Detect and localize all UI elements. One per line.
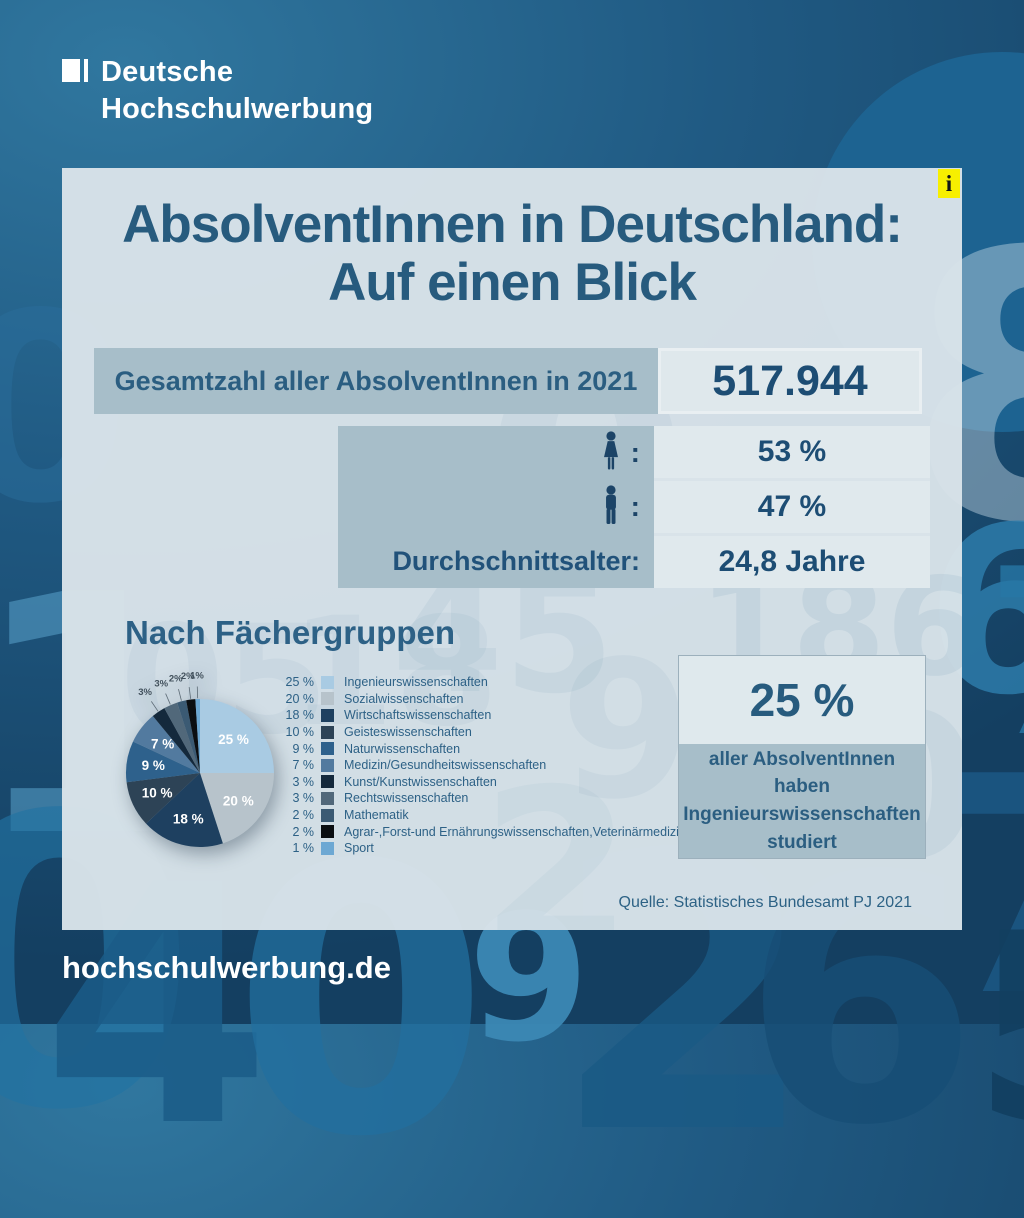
legend-percent: 9 % bbox=[280, 742, 314, 756]
pie-label-leader-line bbox=[178, 689, 181, 700]
legend-color-swatch bbox=[321, 759, 334, 772]
average-age-value: 24,8 Jahre bbox=[654, 533, 930, 588]
gender-age-table: : : Durchschnittsalter: 53 % 47 bbox=[338, 426, 930, 588]
pie-legend: 25 % Ingenieurswissenschaften 20 % Sozialwi… bbox=[280, 674, 686, 857]
website-link[interactable]: hochschulwerbung.de bbox=[62, 950, 391, 986]
pie-inside-label: 9 % bbox=[142, 758, 165, 773]
brand-name: Deutsche Hochschulwerbung bbox=[101, 54, 373, 128]
total-graduates-value: 517.944 bbox=[658, 348, 922, 414]
total-graduates-label: Gesamtzahl aller AbsolventInnen in 2021 bbox=[94, 348, 658, 414]
pie-label-leader-line bbox=[151, 701, 158, 711]
page-title: AbsolventInnen in Deutschland: Auf einen… bbox=[62, 196, 962, 313]
legend-label: Wirtschaftswissenschaften bbox=[344, 708, 491, 722]
table-row-male-label: : bbox=[338, 480, 654, 534]
legend-label: Ingenieurswissenschaften bbox=[344, 675, 488, 689]
legend-percent: 3 % bbox=[280, 775, 314, 789]
legend-row: 7 % Medizin/Gesundheitswissenschaften bbox=[280, 757, 686, 774]
highlight-box: 25 % aller AbsolventInnen haben Ingenieu… bbox=[678, 655, 926, 859]
pie-label-leader-line bbox=[189, 687, 190, 699]
legend-color-swatch bbox=[321, 825, 334, 838]
legend-percent: 18 % bbox=[280, 708, 314, 722]
legend-label: Sozialwissenschaften bbox=[344, 692, 464, 706]
subject-groups-pie-chart: 25 %20 %18 %10 %9 %7 %3%3%2%2%1% bbox=[90, 658, 310, 878]
brand-logo: Deutsche Hochschulwerbung bbox=[62, 54, 373, 128]
legend-color-swatch bbox=[321, 726, 334, 739]
male-colon: : bbox=[631, 491, 640, 523]
legend-label: Geisteswissenschaften bbox=[344, 725, 472, 739]
brand-name-line2: Hochschulwerbung bbox=[101, 91, 373, 128]
legend-color-swatch bbox=[321, 775, 334, 788]
section-title-subject-groups: Nach Fächergruppen bbox=[125, 614, 455, 652]
total-graduates-row: Gesamtzahl aller AbsolventInnen in 2021 … bbox=[94, 348, 922, 414]
legend-label: Kunst/Kunstwissenschaften bbox=[344, 775, 497, 789]
legend-row: 18 % Wirtschaftswissenschaften bbox=[280, 707, 686, 724]
legend-color-swatch bbox=[321, 709, 334, 722]
legend-label: Agrar-,Forst-und Ernährungswissenschafte… bbox=[344, 825, 686, 839]
brand-logo-icon bbox=[62, 59, 88, 128]
legend-row: 9 % Naturwissenschaften bbox=[280, 740, 686, 757]
legend-percent: 7 % bbox=[280, 758, 314, 772]
pie-label-leader-line bbox=[166, 694, 171, 705]
legend-percent: 10 % bbox=[280, 725, 314, 739]
female-colon: : bbox=[631, 437, 640, 469]
legend-row: 1 % Sport bbox=[280, 840, 686, 857]
pie-outside-label: 3% bbox=[154, 678, 168, 689]
legend-row: 25 % Ingenieurswissenschaften bbox=[280, 674, 686, 691]
legend-label: Mathematik bbox=[344, 808, 409, 822]
brand-name-line1: Deutsche bbox=[101, 54, 373, 91]
table-row-female-label: : bbox=[338, 426, 654, 480]
legend-row: 10 % Geisteswissenschaften bbox=[280, 724, 686, 741]
male-icon bbox=[599, 485, 623, 529]
table-row-age-label: Durchschnittsalter: bbox=[338, 534, 654, 588]
female-share-value: 53 % bbox=[654, 426, 930, 478]
legend-percent: 25 % bbox=[280, 675, 314, 689]
page-title-line1: AbsolventInnen in Deutschland: bbox=[62, 196, 962, 254]
pie-inside-label: 20 % bbox=[223, 793, 254, 808]
pie-inside-label: 10 % bbox=[142, 786, 173, 801]
page-title-line2: Auf einen Blick bbox=[62, 254, 962, 312]
average-age-label: Durchschnittsalter: bbox=[392, 546, 640, 577]
legend-color-swatch bbox=[321, 742, 334, 755]
legend-color-swatch bbox=[321, 792, 334, 805]
legend-percent: 20 % bbox=[280, 692, 314, 706]
legend-row: 3 % Rechtswissenschaften bbox=[280, 790, 686, 807]
infographic-card: 0734518186790502 i AbsolventInnen in Deu… bbox=[62, 168, 962, 930]
legend-label: Rechtswissenschaften bbox=[344, 791, 468, 805]
legend-percent: 2 % bbox=[280, 825, 314, 839]
source-note: Quelle: Statistisches Bundesamt PJ 2021 bbox=[619, 894, 913, 912]
female-icon bbox=[599, 431, 623, 475]
gender-age-table-values: 53 % 47 % 24,8 Jahre bbox=[654, 426, 930, 588]
legend-percent: 1 % bbox=[280, 841, 314, 855]
male-share-value: 47 % bbox=[654, 478, 930, 533]
info-icon[interactable]: i bbox=[938, 169, 960, 198]
highlight-caption: aller AbsolventInnen haben Ingenieurswis… bbox=[679, 744, 925, 858]
pie-inside-label: 7 % bbox=[151, 736, 174, 751]
pie-inside-label: 25 % bbox=[218, 732, 249, 747]
legend-label: Sport bbox=[344, 841, 374, 855]
legend-row: 3 % Kunst/Kunstwissenschaften bbox=[280, 774, 686, 791]
legend-label: Medizin/Gesundheitswissenschaften bbox=[344, 758, 546, 772]
legend-row: 2 % Agrar-,Forst-und Ernährungswissenscha… bbox=[280, 823, 686, 840]
legend-row: 20 % Sozialwissenschaften bbox=[280, 691, 686, 708]
legend-percent: 3 % bbox=[280, 791, 314, 805]
legend-color-swatch bbox=[321, 692, 334, 705]
background-digit: 5 bbox=[972, 900, 1024, 1160]
legend-color-swatch bbox=[321, 809, 334, 822]
legend-row: 2 % Mathematik bbox=[280, 807, 686, 824]
legend-color-swatch bbox=[321, 842, 334, 855]
highlight-value: 25 % bbox=[679, 656, 925, 744]
legend-label: Naturwissenschaften bbox=[344, 742, 460, 756]
legend-percent: 2 % bbox=[280, 808, 314, 822]
legend-color-swatch bbox=[321, 676, 334, 689]
gender-age-table-labels: : : Durchschnittsalter: bbox=[338, 426, 654, 588]
pie-outside-label: 1% bbox=[190, 670, 204, 681]
pie-outside-label: 3% bbox=[138, 687, 152, 698]
pie-inside-label: 18 % bbox=[173, 811, 204, 826]
